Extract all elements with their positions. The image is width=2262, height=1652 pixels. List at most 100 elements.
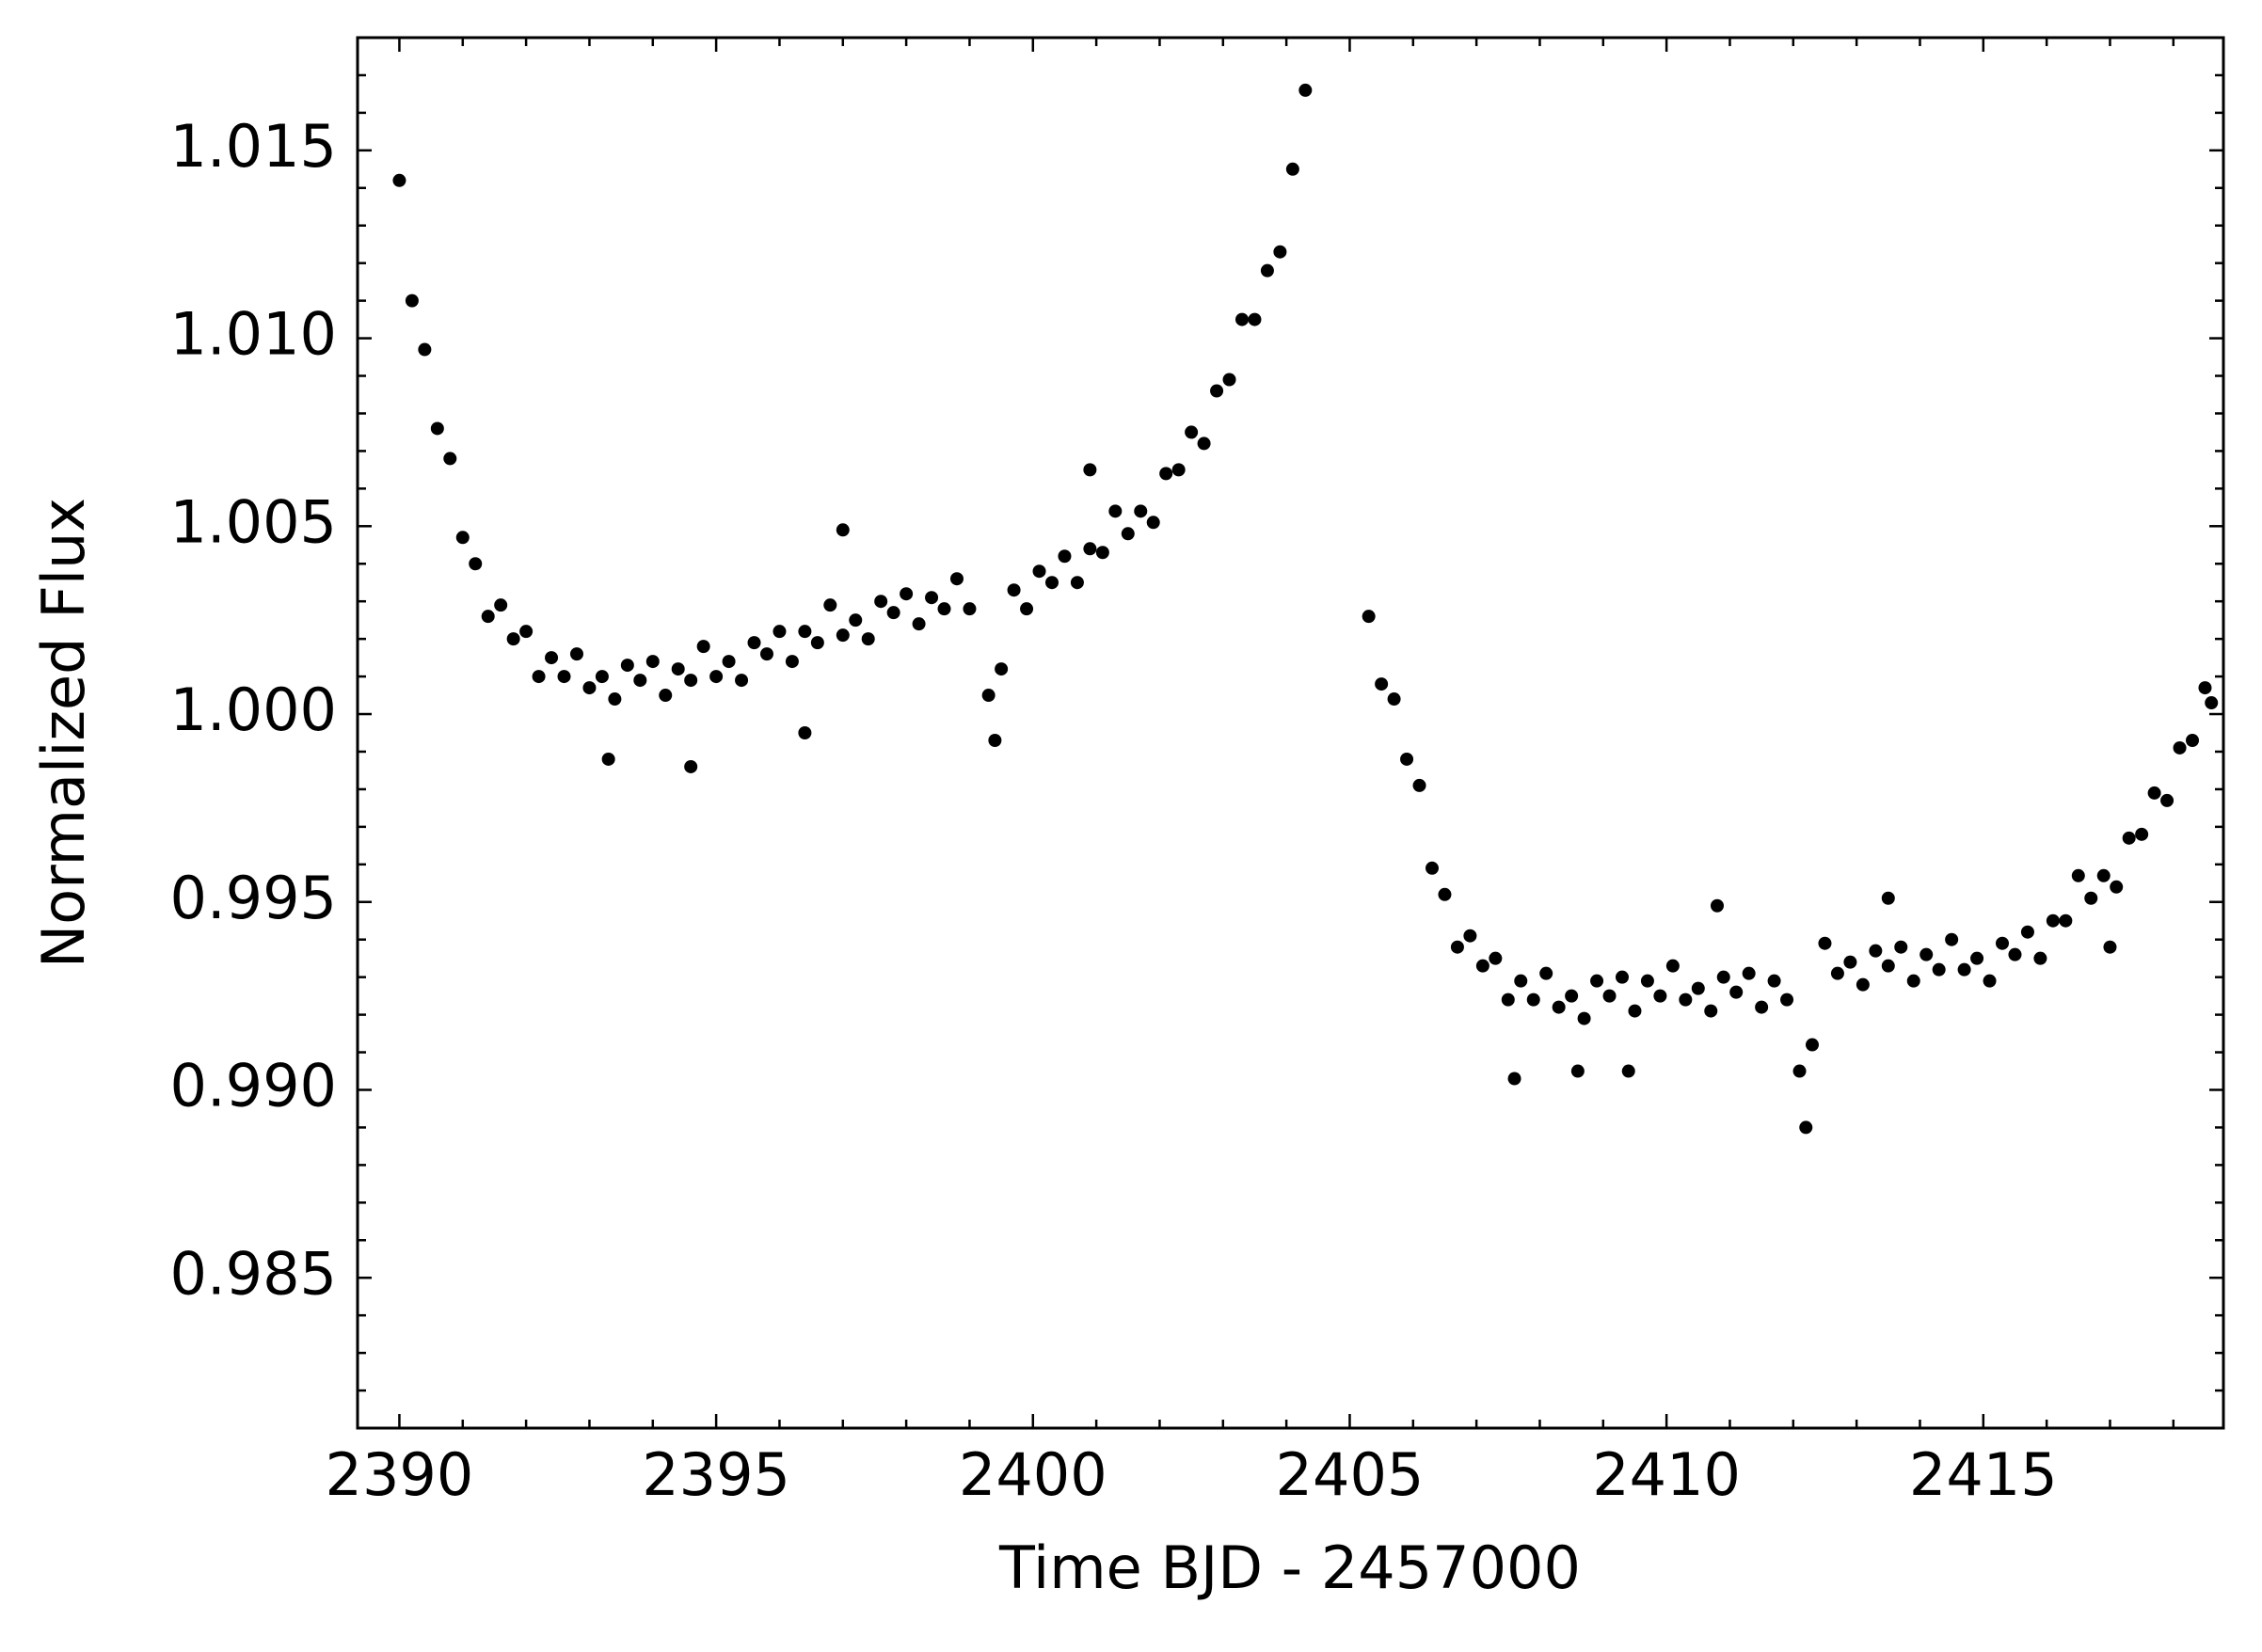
- x-tick-label: 2400: [959, 1440, 1107, 1509]
- data-point: [1881, 959, 1895, 973]
- data-point: [1248, 312, 1262, 326]
- data-point: [671, 662, 685, 676]
- data-point: [2198, 681, 2212, 695]
- data-point: [1387, 692, 1401, 707]
- data-point: [1197, 437, 1211, 451]
- data-point: [1450, 940, 1464, 954]
- data-point: [981, 689, 996, 703]
- data-point: [1070, 576, 1084, 590]
- x-tick-label: 2395: [642, 1440, 790, 1509]
- data-point: [1044, 576, 1059, 590]
- data-point: [874, 595, 888, 609]
- y-tick-label: 1.000: [170, 675, 338, 744]
- data-point: [557, 670, 571, 684]
- data-point: [1501, 993, 1515, 1007]
- data-point: [1475, 959, 1489, 973]
- data-point: [1780, 993, 1794, 1007]
- data-point: [988, 733, 1002, 747]
- data-point: [2059, 913, 2073, 928]
- data-point: [392, 173, 406, 187]
- data-point: [810, 636, 824, 650]
- data-point: [1679, 993, 1693, 1007]
- data-point: [2186, 733, 2200, 747]
- data-point: [1602, 989, 1617, 1003]
- data-point: [2122, 831, 2136, 845]
- data-point: [2084, 891, 2098, 905]
- data-point: [995, 662, 1009, 676]
- data-point: [1526, 993, 1540, 1007]
- data-point: [545, 651, 559, 665]
- data-point: [1818, 936, 1832, 950]
- data-point: [1235, 312, 1249, 326]
- data-point: [2046, 913, 2060, 928]
- data-point: [1945, 932, 1959, 946]
- data-point: [949, 572, 964, 586]
- data-point: [1565, 989, 1579, 1003]
- data-point: [696, 640, 710, 654]
- y-tick-label: 0.985: [170, 1239, 338, 1308]
- data-point: [1134, 504, 1148, 518]
- data-point: [1489, 951, 1503, 965]
- data-point: [1121, 527, 1135, 541]
- data-point: [1260, 263, 1274, 278]
- data-point: [405, 294, 419, 308]
- data-point: [443, 452, 457, 466]
- data-point: [773, 625, 787, 639]
- data-point: [2008, 947, 2022, 961]
- data-point: [601, 752, 615, 766]
- data-point: [1729, 985, 1744, 999]
- data-point: [722, 655, 736, 669]
- data-point: [1704, 1004, 1718, 1018]
- data-point: [1412, 778, 1426, 792]
- data-point: [1425, 861, 1439, 875]
- data-point: [1856, 977, 1870, 992]
- data-point: [1932, 962, 1946, 977]
- data-point: [494, 598, 508, 612]
- data-point: [1869, 944, 1883, 958]
- plot-frame: [356, 36, 2225, 1430]
- data-point: [798, 726, 812, 739]
- y-axis-label: Normalized Flux: [29, 498, 98, 968]
- data-point: [506, 632, 520, 646]
- data-point: [836, 523, 850, 537]
- y-tick-label: 1.005: [170, 487, 338, 556]
- data-point: [582, 681, 597, 695]
- y-tick-label: 0.990: [170, 1052, 338, 1120]
- data-point: [2096, 868, 2111, 882]
- data-point: [1792, 1064, 1807, 1078]
- data-point: [823, 598, 837, 612]
- data-point: [1083, 542, 1097, 556]
- data-point: [1894, 940, 1908, 954]
- x-tick-label: 2410: [1592, 1440, 1741, 1509]
- x-tick-label: 2405: [1276, 1440, 1425, 1509]
- data-point: [1552, 1000, 1566, 1014]
- data-point: [1996, 936, 2010, 950]
- data-point: [1463, 929, 1477, 943]
- data-point: [2071, 868, 2085, 882]
- data-point: [1438, 887, 1452, 901]
- data-point: [1210, 384, 1224, 398]
- y-tick-label: 1.010: [170, 300, 338, 369]
- data-point: [886, 606, 900, 620]
- data-point: [1590, 974, 1604, 988]
- data-point: [785, 655, 799, 669]
- data-point: [684, 759, 698, 773]
- data-point: [798, 625, 812, 639]
- data-point: [836, 628, 850, 643]
- data-point: [1920, 947, 1934, 961]
- data-point: [849, 613, 863, 627]
- data-point: [1222, 373, 1236, 387]
- x-tick-label: 2390: [326, 1440, 474, 1509]
- data-point: [430, 421, 444, 436]
- data-point: [608, 692, 622, 707]
- data-point: [1058, 549, 1072, 564]
- data-point: [1273, 245, 1287, 259]
- data-point: [2173, 740, 2187, 755]
- data-point: [1083, 463, 1097, 477]
- data-point: [1621, 1064, 1635, 1078]
- data-point: [469, 557, 483, 571]
- data-point: [1665, 959, 1680, 973]
- data-point: [633, 674, 647, 688]
- data-point: [1171, 463, 1186, 477]
